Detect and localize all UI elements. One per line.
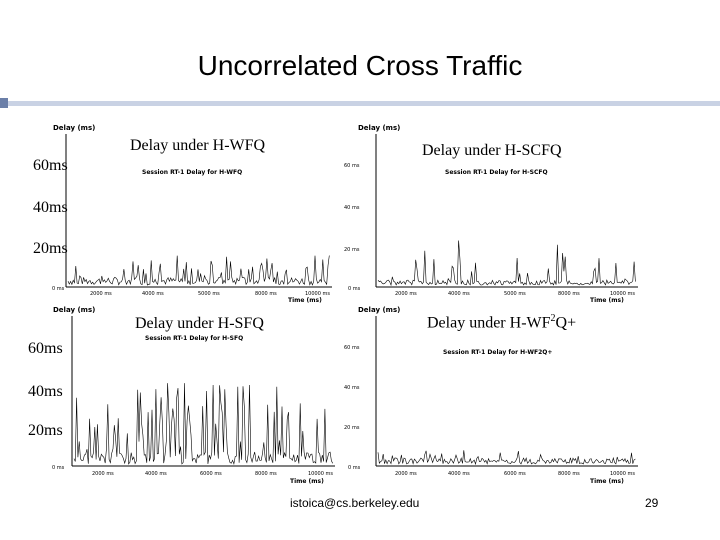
panel-h-sfq-delay-trace — [73, 383, 333, 466]
panel-h-wf2q-xtick: 4000 ms — [448, 471, 470, 477]
panel-h-scfq-ytick: 40 ms — [344, 205, 360, 211]
panel-h-wf2q-xtick: 10000 ms — [610, 471, 635, 477]
panel-h-wfq: Delay (ms) Session RT-1 Delay for H-WFQ … — [52, 124, 332, 304]
panel-h-wf2q-ytick: 20 ms — [344, 425, 360, 431]
panel-h-wfq-label: Delay under H-WFQ — [130, 137, 266, 154]
panel-h-wfq-xtick: 5000 ms — [198, 291, 220, 297]
panel-h-wf2q-label: Delay under H-WF2Q+ — [427, 313, 576, 332]
panel-h-wfq-xtick: 2000 ms — [90, 291, 112, 297]
panel-h-wfq-axis-title: Delay (ms) — [53, 124, 95, 132]
title-underline-dark — [0, 98, 8, 108]
y-label-top-40: 40ms — [33, 199, 68, 216]
panel-h-wfq-xtick: 8000 ms — [255, 291, 277, 297]
panel-h-wfq-xtick: 4000 ms — [142, 291, 164, 297]
panel-h-sfq-xtick: 8000 ms — [255, 471, 277, 477]
panel-h-scfq-label: Delay under H-SCFQ — [422, 142, 562, 159]
panel-h-sfq-xtick: 2000 ms — [92, 471, 114, 477]
panel-h-wf2q-delay-trace — [377, 450, 636, 466]
panel-h-wfq-ytick: 0 ms — [52, 286, 65, 292]
panel-h-wf2q-xtick: 8000 ms — [558, 471, 580, 477]
panel-h-sfq-axis-title: Delay (ms) — [53, 306, 95, 314]
panel-h-scfq-inner-title: Session RT-1 Delay for H-SCFQ — [445, 169, 548, 176]
title-underline-light — [8, 101, 720, 106]
panel-h-wf2q-ytick: 40 ms — [344, 385, 360, 391]
panel-h-scfq-ytick: 20 ms — [344, 247, 360, 253]
panel-h-sfq-xtick: 6000 ms — [200, 471, 222, 477]
panel-h-scfq-ytick: 60 ms — [344, 163, 360, 169]
y-label-bottom-60: 60ms — [28, 340, 63, 357]
panel-h-wfq-xtick: 10000 ms — [305, 291, 330, 297]
panel-h-scfq-ytick: 0 ms — [348, 286, 361, 292]
panel-h-sfq-x-title: Time (ms) — [290, 478, 324, 485]
page-number: 29 — [645, 496, 659, 510]
panel-h-sfq-inner-title: Session RT-1 Delay for H-SFQ — [145, 335, 243, 342]
panel-h-wf2q-ytick: 60 ms — [344, 345, 360, 351]
slide-title: Uncorrelated Cross Traffic — [197, 50, 523, 81]
panel-h-scfq-xtick: 8000 ms — [558, 291, 580, 297]
panel-h-sfq-xtick: 10000 ms — [308, 471, 333, 477]
panel-h-wf2q-xtick: 2000 ms — [395, 471, 417, 477]
panel-h-wf2q-axis-title: Delay (ms) — [358, 306, 400, 314]
panel-h-scfq-xtick: 10000 ms — [610, 291, 635, 297]
panel-h-scfq-delay-trace — [377, 240, 636, 287]
y-label-top-60: 60ms — [33, 157, 68, 174]
panel-h-wf2q-ytick: 0 ms — [348, 465, 361, 471]
panel-h-wf2q-label-main: Delay under H-WF — [427, 314, 551, 332]
panel-h-scfq-xtick: 5000 ms — [504, 291, 526, 297]
panel-h-sfq-label: Delay under H-SFQ — [135, 315, 264, 332]
panel-h-wf2q-label-tail: Q+ — [555, 314, 577, 332]
panel-h-wfq-delay-trace — [67, 255, 330, 286]
footer-email: istoica@cs.berkeley.edu — [290, 496, 420, 510]
panel-h-wfq-x-title: Time (ms) — [288, 297, 322, 304]
y-label-top-20: 20ms — [33, 240, 68, 257]
panel-h-scfq-xtick: 4000 ms — [448, 291, 470, 297]
panel-h-wfq-inner-title: Session RT-1 Delay for H-WFQ — [142, 169, 242, 176]
panel-h-wf2q-x-title: Time (ms) — [590, 478, 624, 485]
panel-h-wf2q-inner-title: Session RT-1 Delay for H-WF2Q+ — [443, 349, 552, 356]
panel-h-sfq-ytick: 0 ms — [52, 465, 65, 471]
panel-h-wf2q: Delay (ms) Session RT-1 Delay for H-WF2Q… — [344, 306, 638, 485]
panel-h-sfq: Delay (ms) Session RT-1 Delay for H-SFQ … — [52, 306, 335, 485]
panel-h-wf2q-xtick: 6000 ms — [504, 471, 526, 477]
y-label-bottom-40: 40ms — [28, 383, 63, 400]
panel-h-sfq-xtick: 4000 ms — [145, 471, 167, 477]
y-label-bottom-20: 20ms — [28, 422, 63, 439]
panel-h-scfq-xtick: 2000 ms — [395, 291, 417, 297]
panel-h-wf2q-label-sup: 2 — [550, 313, 556, 324]
panel-h-scfq-axis-title: Delay (ms) — [358, 124, 400, 132]
title-underline — [0, 98, 720, 108]
panel-h-scfq-x-title: Time (ms) — [590, 297, 624, 304]
panel-h-scfq: Delay (ms) Session RT-1 Delay for H-SCFQ… — [344, 124, 638, 304]
